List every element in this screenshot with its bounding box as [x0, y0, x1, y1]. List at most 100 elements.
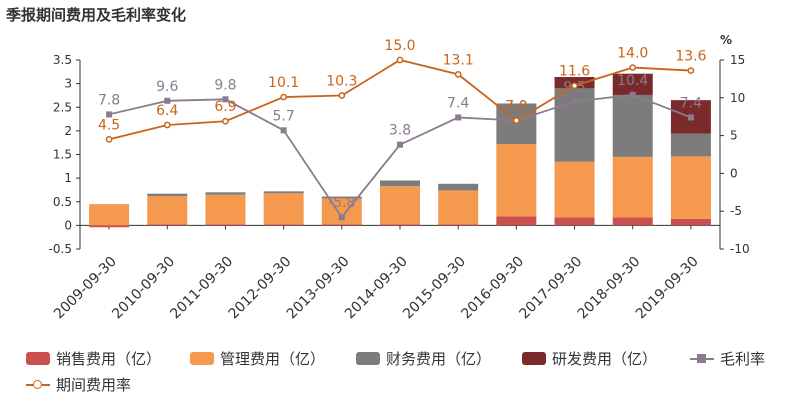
expense-ratio-point — [222, 117, 229, 125]
gross-margin-point — [629, 91, 636, 98]
gross-margin-data-label: 7.4 — [447, 95, 469, 111]
expense-ratio-data-label: 11.6 — [559, 64, 590, 80]
left-tick-label: 3.5 — [53, 53, 72, 67]
bar-segment — [612, 94, 653, 157]
legend-item-admin[interactable]: 管理费用（亿） — [190, 348, 325, 369]
expense-ratio-data-label: 13.1 — [443, 52, 474, 68]
gross-margin-data-label: 10.4 — [617, 73, 648, 89]
x-tick-label: 2019-09-30 — [633, 254, 702, 323]
bar-segment — [496, 216, 537, 226]
legend-item-expense-ratio[interactable]: 期间费用率 — [26, 374, 131, 395]
legend-swatch-sales — [26, 352, 50, 365]
legend-label-expense-ratio: 期间费用率 — [56, 376, 132, 394]
gross-margin-point — [280, 127, 287, 134]
legend-item-finance[interactable]: 财务费用（亿） — [356, 348, 491, 369]
gross-margin-point — [106, 111, 113, 118]
legend-label-finance: 财务费用（亿） — [386, 350, 492, 368]
bar-segment — [147, 196, 188, 225]
bar-segment — [321, 224, 362, 226]
gross-margin-data-label: -5.8 — [328, 195, 355, 211]
right-axis-unit: % — [720, 33, 732, 47]
expense-ratio-data-label: 10.1 — [268, 75, 299, 91]
bar-segment — [496, 144, 537, 217]
gross-margin-point — [222, 96, 229, 103]
legend-item-sales[interactable]: 销售费用（亿） — [26, 348, 161, 369]
gross-margin-data-label: 9.6 — [156, 79, 178, 95]
bar-segment — [612, 156, 653, 218]
left-tick-label: 1.5 — [53, 148, 72, 162]
bar-segment — [554, 161, 595, 218]
left-tick-label: 0.5 — [53, 195, 72, 209]
right-tick-label: 0 — [730, 166, 738, 180]
bar-segment — [147, 224, 188, 226]
right-tick-label: -10 — [730, 242, 750, 256]
legend-swatch-rnd — [522, 352, 546, 365]
bar-segment — [438, 224, 479, 226]
bar-segment — [89, 225, 130, 228]
expense-ratio-data-label: 10.3 — [326, 74, 357, 90]
expense-ratio-point — [571, 82, 578, 90]
gross-margin-data-label: 3.8 — [389, 123, 411, 139]
expense-ratio-point — [629, 64, 637, 71]
expense-ratio-point — [687, 67, 695, 74]
bar-segment — [670, 133, 711, 157]
bar-segment — [380, 224, 420, 226]
right-tick-label: 15 — [730, 53, 745, 67]
expense-ratio-point — [105, 136, 113, 143]
gross-margin-point — [397, 141, 403, 148]
left-tick-label: 0 — [64, 218, 72, 232]
expense-ratio-data-label: 7.0 — [505, 98, 527, 114]
bar-segment — [321, 196, 362, 199]
expense-ratio-point — [338, 92, 346, 99]
bar-segment — [612, 217, 653, 226]
gross-margin-data-label: 7.4 — [680, 95, 702, 111]
gross-margin-data-label: 7.8 — [98, 92, 120, 108]
expense-ratio-point — [454, 71, 462, 78]
bar-segment — [670, 156, 711, 219]
bar-segment — [263, 191, 304, 194]
legend-item-gross-margin[interactable]: 毛利率 — [690, 348, 765, 369]
gross-margin-point — [338, 214, 345, 221]
left-tick-label: -0.5 — [49, 242, 72, 256]
right-tick-label: 10 — [730, 91, 745, 105]
right-tick-label: 5 — [730, 129, 738, 143]
legend-label-sales: 销售费用（亿） — [56, 350, 162, 368]
bar-segment — [205, 192, 246, 195]
legend-line-gross-margin — [690, 352, 714, 365]
right-tick-label: -5 — [730, 204, 742, 218]
expense-ratio-data-label: 15.0 — [384, 38, 415, 54]
gross-margin-point — [455, 114, 462, 121]
bar-segment — [205, 224, 246, 226]
bar-segment — [380, 186, 420, 225]
legend-item-rnd[interactable]: 研发费用（亿） — [522, 348, 657, 369]
bar-segment — [263, 224, 304, 226]
legend-label-admin: 管理费用（亿） — [220, 350, 326, 368]
legend-label-rnd: 研发费用（亿） — [552, 350, 658, 368]
gross-margin-data-label: 7.0 — [505, 98, 527, 114]
left-tick-label: 1 — [64, 171, 72, 185]
bar-segment — [438, 190, 479, 225]
chart-title: 季报期间费用及毛利率变化 — [6, 6, 187, 24]
gross-margin-data-label: 5.7 — [273, 108, 295, 124]
left-tick-label: 2.5 — [53, 100, 72, 114]
gross-margin-point — [687, 114, 694, 121]
expense-ratio-point — [513, 117, 520, 124]
bar-segment — [263, 193, 304, 225]
bar-segment — [670, 218, 711, 226]
expense-ratio-point — [163, 121, 171, 129]
bar-segment — [147, 193, 188, 197]
expense-ratio-data-label: 6.4 — [156, 103, 178, 119]
expense-ratio-data-label: 6.9 — [214, 99, 236, 115]
bar-segment — [612, 73, 653, 95]
legend-label-gross-margin: 毛利率 — [720, 350, 766, 368]
bar-segment — [438, 183, 479, 191]
legend-swatch-finance — [356, 352, 380, 365]
expense-ratio-data-label: 13.6 — [675, 49, 706, 65]
expense-ratio-data-label: 4.5 — [98, 117, 120, 133]
gross-margin-point — [164, 97, 171, 104]
expense-ratio-point — [280, 93, 287, 101]
left-tick-label: 3 — [64, 77, 72, 91]
bar-segment — [554, 217, 595, 226]
expense-ratio-data-label: 14.0 — [617, 46, 648, 62]
